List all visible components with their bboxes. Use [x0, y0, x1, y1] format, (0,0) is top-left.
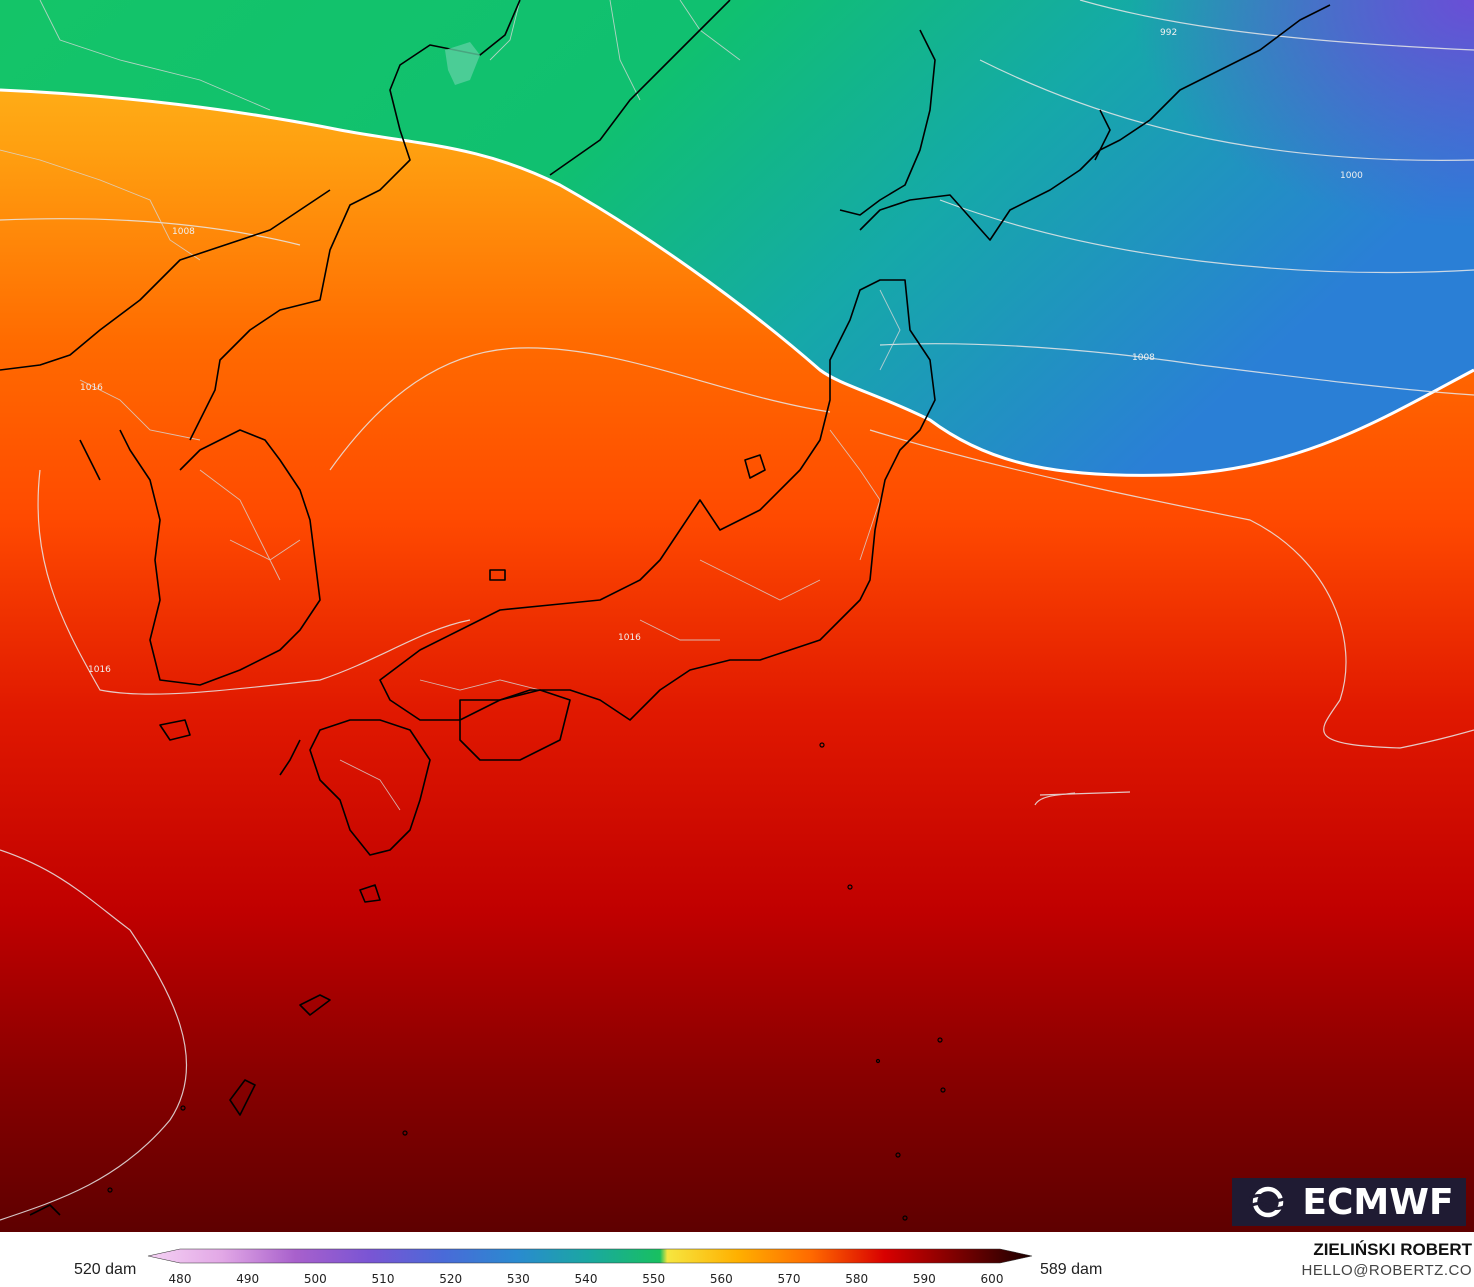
- colorbar-tick-label: 600: [981, 1272, 1004, 1286]
- weather-map: 992 1000 1008 1008 1016 1016 1016: [0, 0, 1474, 1232]
- colorbar-ramp: [147, 1248, 1033, 1264]
- contour-label: 992: [1160, 28, 1177, 38]
- colorbar-tick-label: 480: [169, 1272, 192, 1286]
- geopotential-field: 992 1000 1008 1008 1016 1016 1016: [0, 0, 1474, 1232]
- colorbar-tick-label: 530: [507, 1272, 530, 1286]
- contour-label: 1008: [1132, 353, 1155, 363]
- colorbar-tick-label: 540: [575, 1272, 598, 1286]
- colorbar-max-label: 589 dam: [1040, 1261, 1103, 1278]
- contour-label: 1016: [88, 665, 111, 675]
- colorbar-tick-label: 590: [913, 1272, 936, 1286]
- colorbar-tick-label: 500: [304, 1272, 327, 1286]
- purple-corner: [900, 0, 1474, 380]
- lake: [445, 42, 480, 85]
- admin-borders: [0, 0, 901, 811]
- contour-label: 1008: [172, 227, 195, 237]
- coastlines: [0, 0, 1331, 1216]
- contour-label: 1016: [80, 383, 103, 393]
- logo-text: ECMWF: [1302, 1181, 1454, 1223]
- colorbar-tick-label: 550: [642, 1272, 665, 1286]
- isobars: [0, 0, 1474, 1221]
- contour-label: 1000: [1340, 171, 1363, 181]
- colorbar-min-label: 520 dam: [74, 1261, 137, 1278]
- small-islands: [107, 742, 946, 1221]
- colorbar-tick-label: 520: [439, 1272, 462, 1286]
- colorbar-tick-label: 490: [236, 1272, 259, 1286]
- colorbar-tick-label: 560: [710, 1272, 733, 1286]
- frontal-contour: [0, 88, 1474, 477]
- colorbar-tick-label: 510: [372, 1272, 395, 1286]
- colorbar: 480 490 500 510 520 530 540 550 560 570 580 590 600: [147, 1248, 1033, 1286]
- ecmwf-emblem-icon: [1249, 1186, 1288, 1218]
- ecmwf-logo: ECMWF: [1232, 1178, 1466, 1226]
- contour-label: 1016: [618, 633, 641, 643]
- author-email: HELLO@ROBERTZ.CO: [1301, 1262, 1472, 1279]
- author-credit: ZIELIŃSKI ROBERT: [1313, 1240, 1472, 1259]
- colorbar-tick-label: 580: [845, 1272, 868, 1286]
- colorbar-tick-label: 570: [778, 1272, 801, 1286]
